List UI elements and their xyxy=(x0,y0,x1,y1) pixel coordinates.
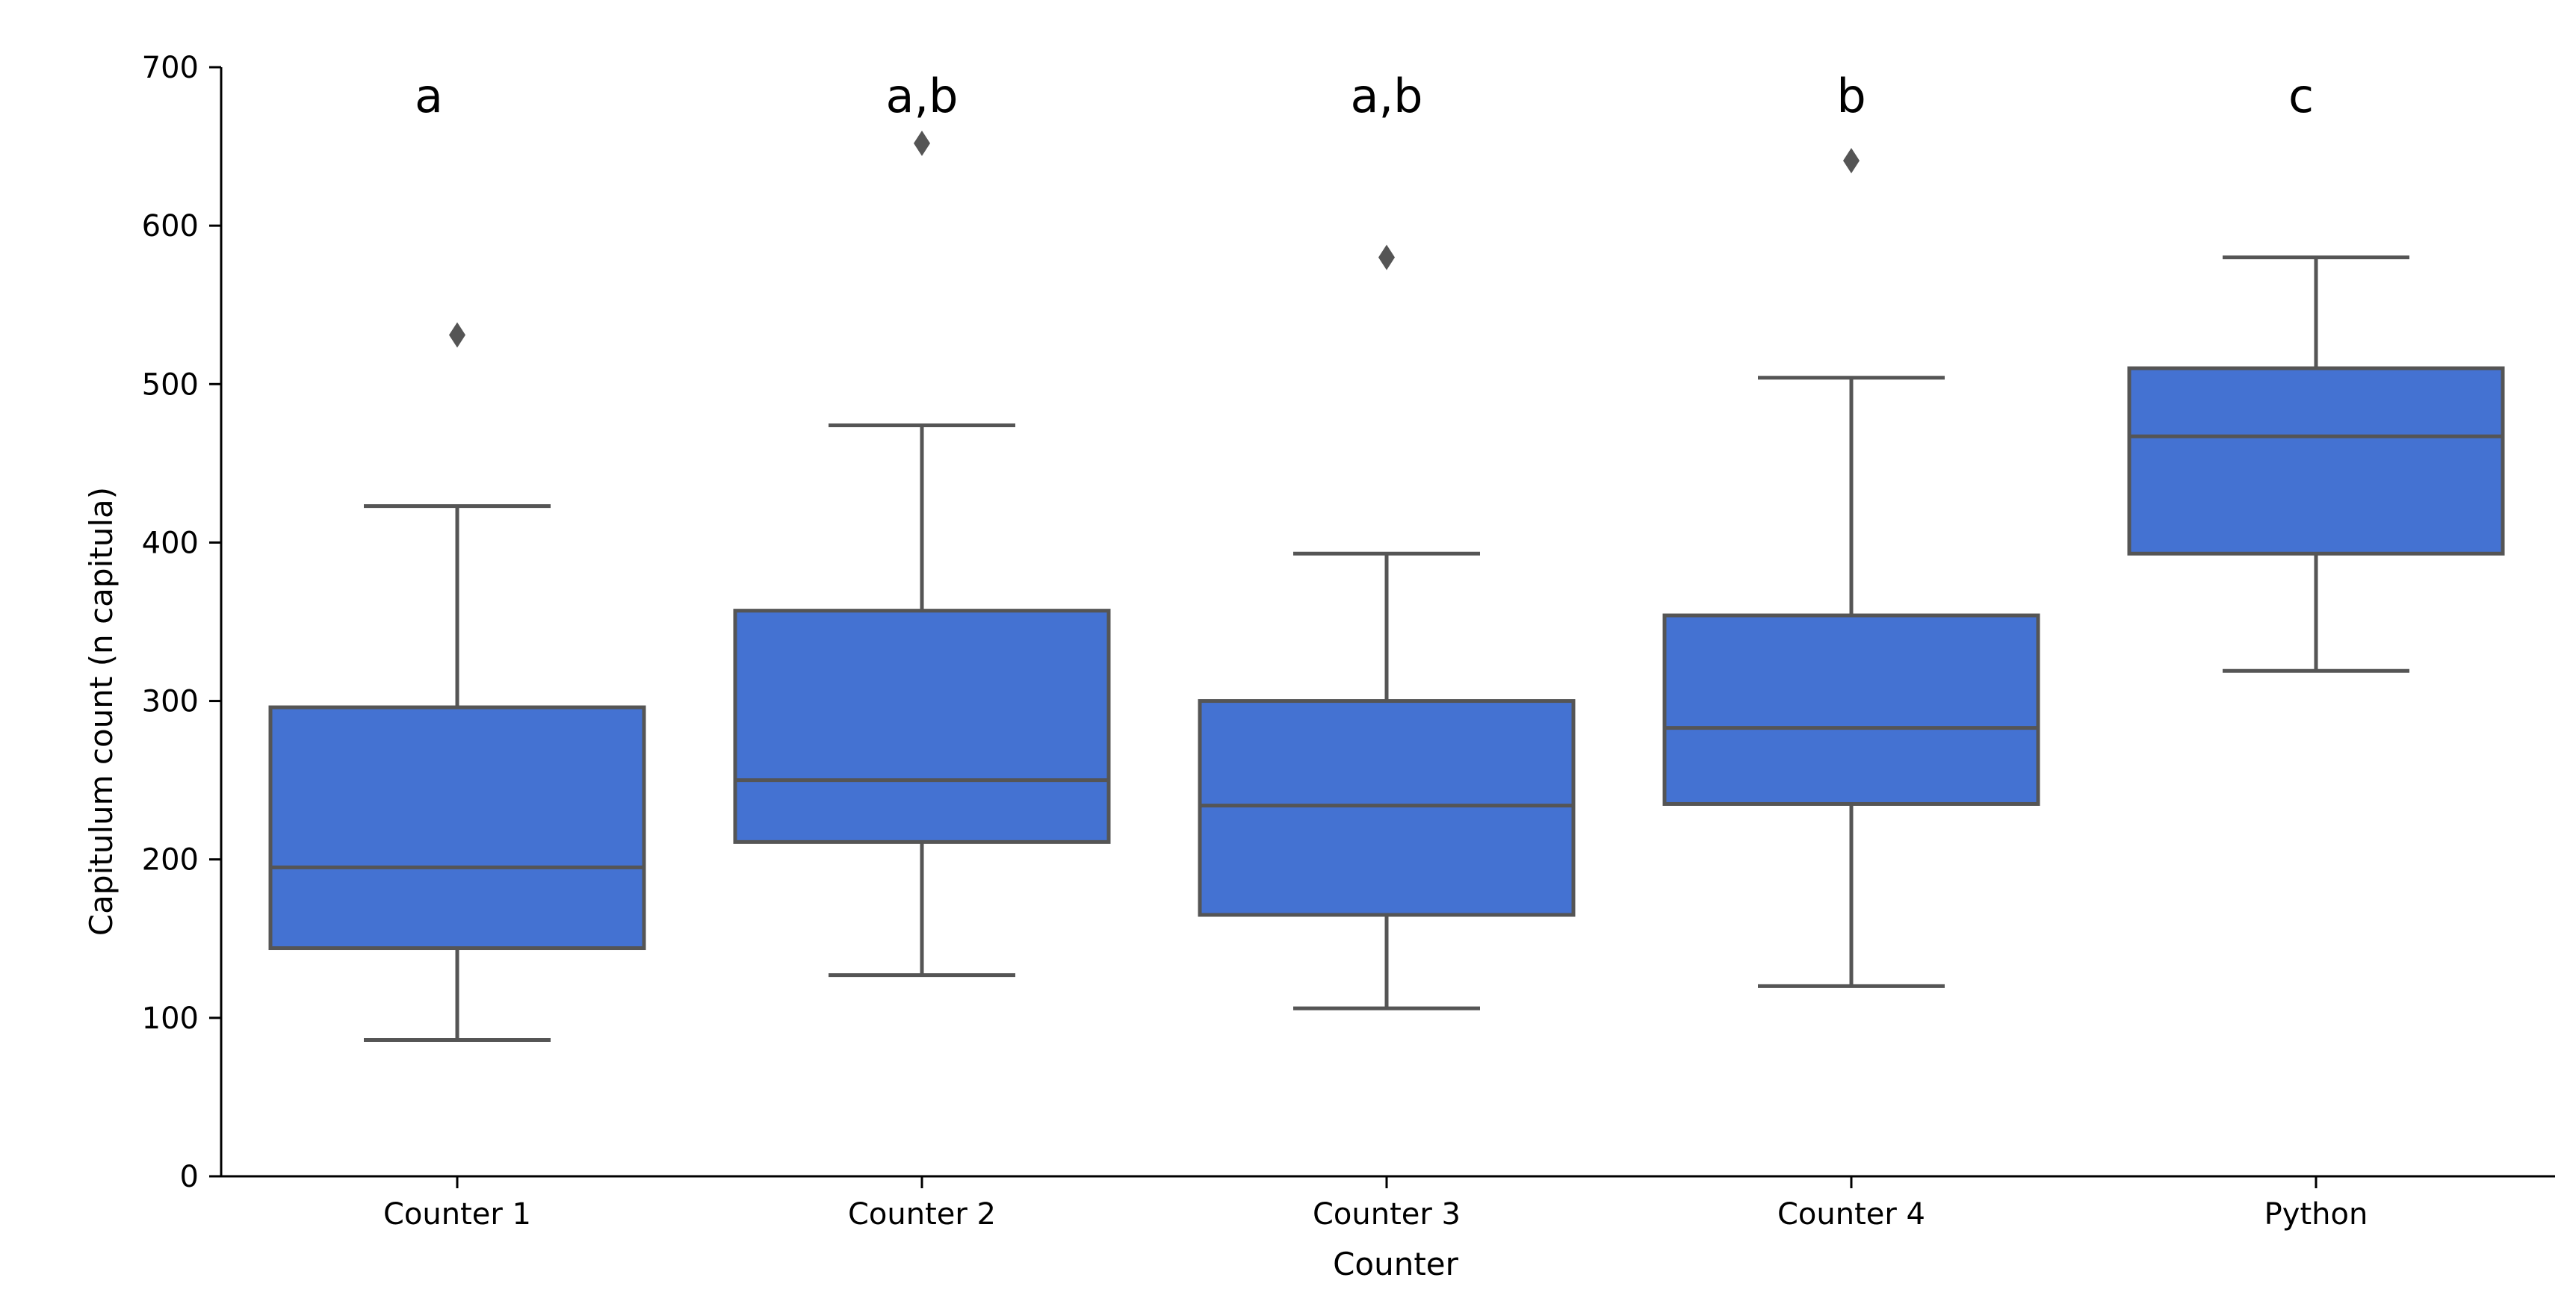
y-tick-label: 200 xyxy=(142,843,199,878)
box-group xyxy=(268,322,646,1043)
box-iqr xyxy=(2127,366,2505,556)
y-axis-title: Capitulum count (n capitula) xyxy=(83,487,120,936)
x-tick-label: Counter 3 xyxy=(1313,1197,1461,1232)
box-group xyxy=(733,130,1111,978)
x-tick-label: Counter 1 xyxy=(383,1197,531,1232)
y-tick-label: 700 xyxy=(142,51,199,85)
outlier-marker xyxy=(1378,244,1395,270)
box-iqr xyxy=(268,705,646,951)
box-group xyxy=(1198,244,1576,1010)
box-iqr xyxy=(1662,613,2040,806)
group-letter: a xyxy=(415,69,443,123)
group-letter: b xyxy=(1836,69,1866,123)
y-tick-label: 300 xyxy=(142,685,199,719)
x-axis-title: Counter xyxy=(1333,1246,1459,1282)
group-letter: c xyxy=(2288,69,2314,123)
boxes-layer xyxy=(268,130,2505,1043)
y-tick-label: 600 xyxy=(142,209,199,243)
y-tick-label: 100 xyxy=(142,1002,199,1036)
x-tick-label: Counter 2 xyxy=(848,1197,996,1232)
outlier-marker xyxy=(449,322,465,348)
x-ticks-layer: Counter 1 Counter 2 Counter 3 Counter 4 Pyth… xyxy=(383,1176,2368,1232)
x-tick-label: Python xyxy=(2264,1197,2368,1232)
group-letter: a,b xyxy=(885,69,958,123)
outlier-marker xyxy=(914,130,930,156)
outlier-marker xyxy=(1843,148,1860,174)
y-tick-label: 0 xyxy=(180,1160,199,1194)
axes-layer xyxy=(220,67,2555,1178)
box-iqr xyxy=(733,609,1111,844)
box-iqr xyxy=(1198,699,1576,917)
y-ticks-layer: 0 100 200 300 400 500 600 700 xyxy=(142,51,221,1194)
group-letters-layer: a a,b a,b b c xyxy=(415,69,2314,123)
y-tick-label: 500 xyxy=(142,367,199,402)
y-tick-label: 400 xyxy=(142,526,199,560)
box-group xyxy=(1662,148,2040,988)
group-letter: a,b xyxy=(1350,69,1422,123)
x-tick-label: Counter 4 xyxy=(1777,1197,1925,1232)
box-group xyxy=(2127,255,2505,673)
